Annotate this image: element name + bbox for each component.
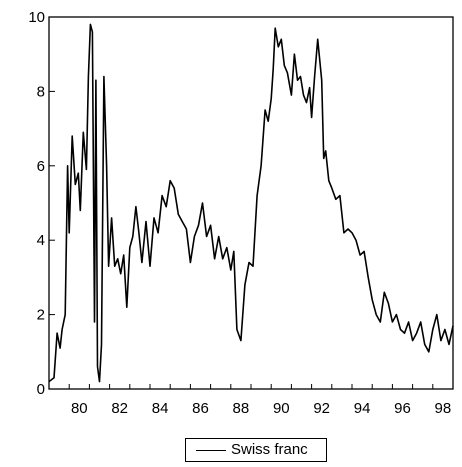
legend-label-swiss-franc: Swiss franc bbox=[231, 441, 308, 458]
x-tick-label: 88 bbox=[233, 400, 250, 417]
x-tick-label: 80 bbox=[71, 400, 88, 417]
y-axis: 0 2 4 6 8 10 bbox=[28, 9, 55, 398]
x-tick-label: 92 bbox=[313, 400, 330, 417]
x-tick-label: 82 bbox=[111, 400, 128, 417]
series-line-swiss-franc bbox=[48, 23, 454, 383]
plot-frame bbox=[48, 16, 454, 390]
y-tick-label: 0 bbox=[37, 381, 45, 398]
x-tick-label: 98 bbox=[435, 400, 452, 417]
y-tick-label: 2 bbox=[37, 307, 45, 324]
x-tick-label: 90 bbox=[273, 400, 290, 417]
y-tick-label: 10 bbox=[28, 9, 45, 26]
legend-swatch-swiss-franc bbox=[196, 450, 226, 451]
y-tick-label: 6 bbox=[37, 158, 45, 175]
legend: Swiss franc bbox=[185, 438, 327, 462]
y-tick-label: 4 bbox=[37, 232, 45, 249]
x-tick-label: 86 bbox=[192, 400, 209, 417]
y-tick-label: 8 bbox=[37, 83, 45, 100]
x-tick-label: 94 bbox=[354, 400, 371, 417]
x-tick-label: 84 bbox=[152, 400, 169, 417]
x-axis: 80 82 84 86 88 90 92 94 96 98 bbox=[48, 384, 454, 417]
x-tick-label: 96 bbox=[394, 400, 411, 417]
